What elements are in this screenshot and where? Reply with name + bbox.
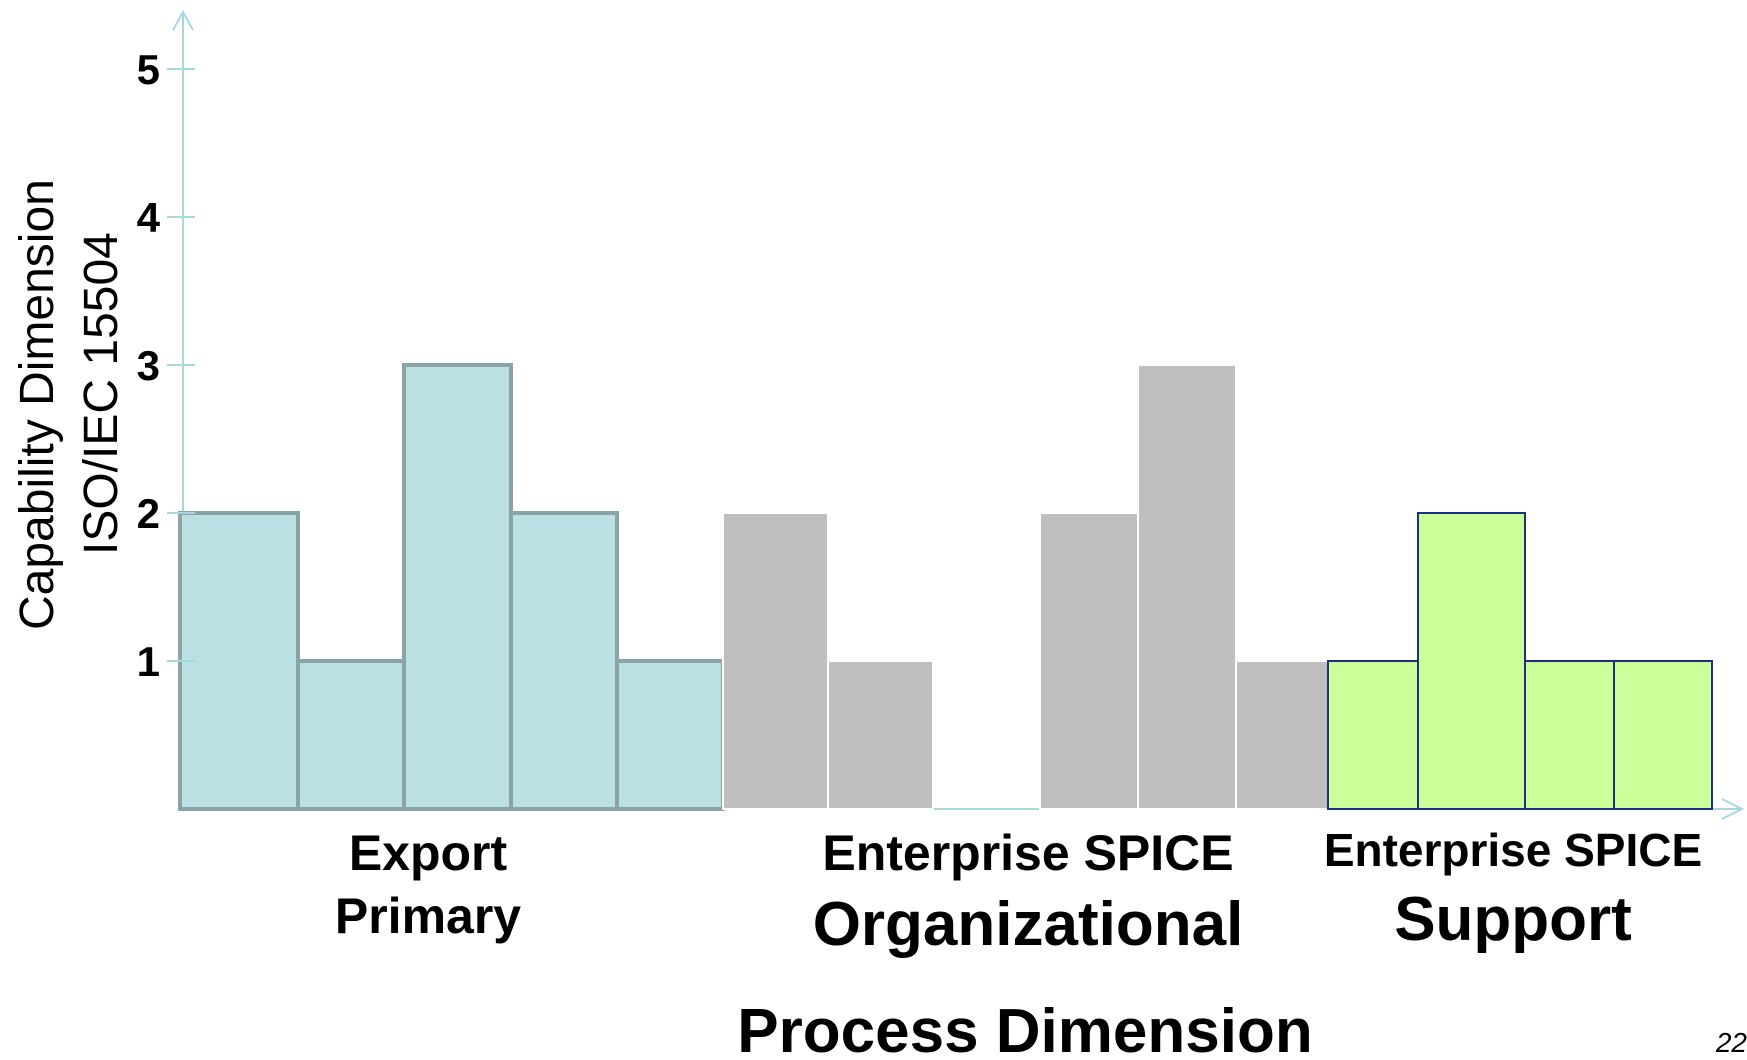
y-tick-label: 3	[137, 342, 160, 389]
bar	[402, 363, 513, 811]
bar	[296, 659, 406, 811]
y-tick-label: 4	[137, 194, 161, 241]
y-tick-label: 5	[137, 46, 160, 93]
y-axis-arrow	[172, 9, 194, 31]
group-3-label-line-1: Enterprise SPICE	[1324, 824, 1702, 876]
y-tick-label: 1	[137, 638, 160, 685]
group-3-label-line-2: Support	[1394, 885, 1632, 954]
bar	[1613, 660, 1713, 810]
bar	[1137, 364, 1237, 810]
bar	[1327, 660, 1419, 810]
bar	[1417, 512, 1526, 810]
bar	[1524, 660, 1615, 810]
group-2-label-line-1: Enterprise SPICE	[822, 825, 1233, 881]
x-axis-arrow	[1721, 798, 1745, 820]
group-1-label-line-1: Export	[349, 825, 508, 881]
y-axis-title-line-2: ISO/IEC 15504	[75, 232, 128, 555]
bar	[1235, 660, 1329, 810]
bar	[722, 512, 829, 810]
page-number: 22	[1715, 1027, 1747, 1058]
bar	[509, 511, 619, 811]
group-2-label-line-2: Organizational	[813, 890, 1244, 959]
bars	[178, 363, 1713, 811]
y-axis-title-line-1: Capability Dimension	[11, 179, 64, 630]
bar	[1039, 512, 1139, 810]
bar	[827, 660, 934, 810]
y-ticks: 1 2 3 4 5	[137, 46, 195, 685]
bar	[178, 511, 300, 811]
x-axis-title: Process Dimension	[737, 997, 1312, 1060]
group-1-label-line-2: Primary	[335, 888, 521, 944]
y-tick-label: 2	[137, 490, 160, 537]
bar	[615, 659, 725, 811]
